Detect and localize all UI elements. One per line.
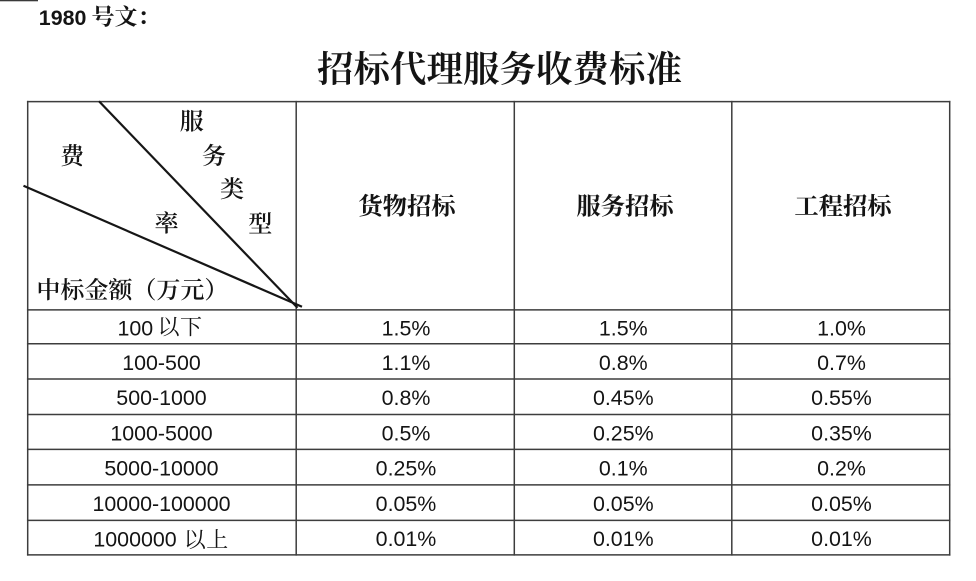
svg-text:0.35%: 0.35% <box>811 421 872 445</box>
svg-text:0.05%: 0.05% <box>376 492 437 516</box>
svg-text:500-1000: 500-1000 <box>116 386 207 410</box>
svg-text:0.01%: 0.01% <box>376 527 437 551</box>
svg-text:1.5%: 1.5% <box>599 316 648 340</box>
svg-text:100: 100 <box>118 316 154 340</box>
svg-text:0.5%: 0.5% <box>382 421 431 445</box>
svg-text:0.25%: 0.25% <box>593 421 654 445</box>
svg-text:1.5%: 1.5% <box>382 316 431 340</box>
svg-text:1000-5000: 1000-5000 <box>110 421 212 445</box>
svg-text:0.55%: 0.55% <box>811 386 872 410</box>
svg-text:0.45%: 0.45% <box>593 386 654 410</box>
svg-text:1980: 1980 <box>39 6 87 30</box>
svg-text:0.05%: 0.05% <box>811 492 872 516</box>
svg-text:0.01%: 0.01% <box>593 527 654 551</box>
svg-text:0.8%: 0.8% <box>382 386 431 410</box>
svg-text:1.0%: 1.0% <box>817 316 866 340</box>
svg-text:0.2%: 0.2% <box>817 456 866 480</box>
svg-text:10000-100000: 10000-100000 <box>93 492 231 516</box>
svg-text:0.8%: 0.8% <box>599 351 648 375</box>
svg-text:0.25%: 0.25% <box>376 456 437 480</box>
svg-text:0.1%: 0.1% <box>599 456 648 480</box>
svg-text:100-500: 100-500 <box>122 351 201 375</box>
svg-text:5000-10000: 5000-10000 <box>104 456 218 480</box>
svg-text:0.7%: 0.7% <box>817 351 866 375</box>
svg-text:0.05%: 0.05% <box>593 492 654 516</box>
svg-text:1.1%: 1.1% <box>382 351 431 375</box>
svg-text:1000000: 1000000 <box>93 527 176 551</box>
svg-text:0.01%: 0.01% <box>811 527 872 551</box>
